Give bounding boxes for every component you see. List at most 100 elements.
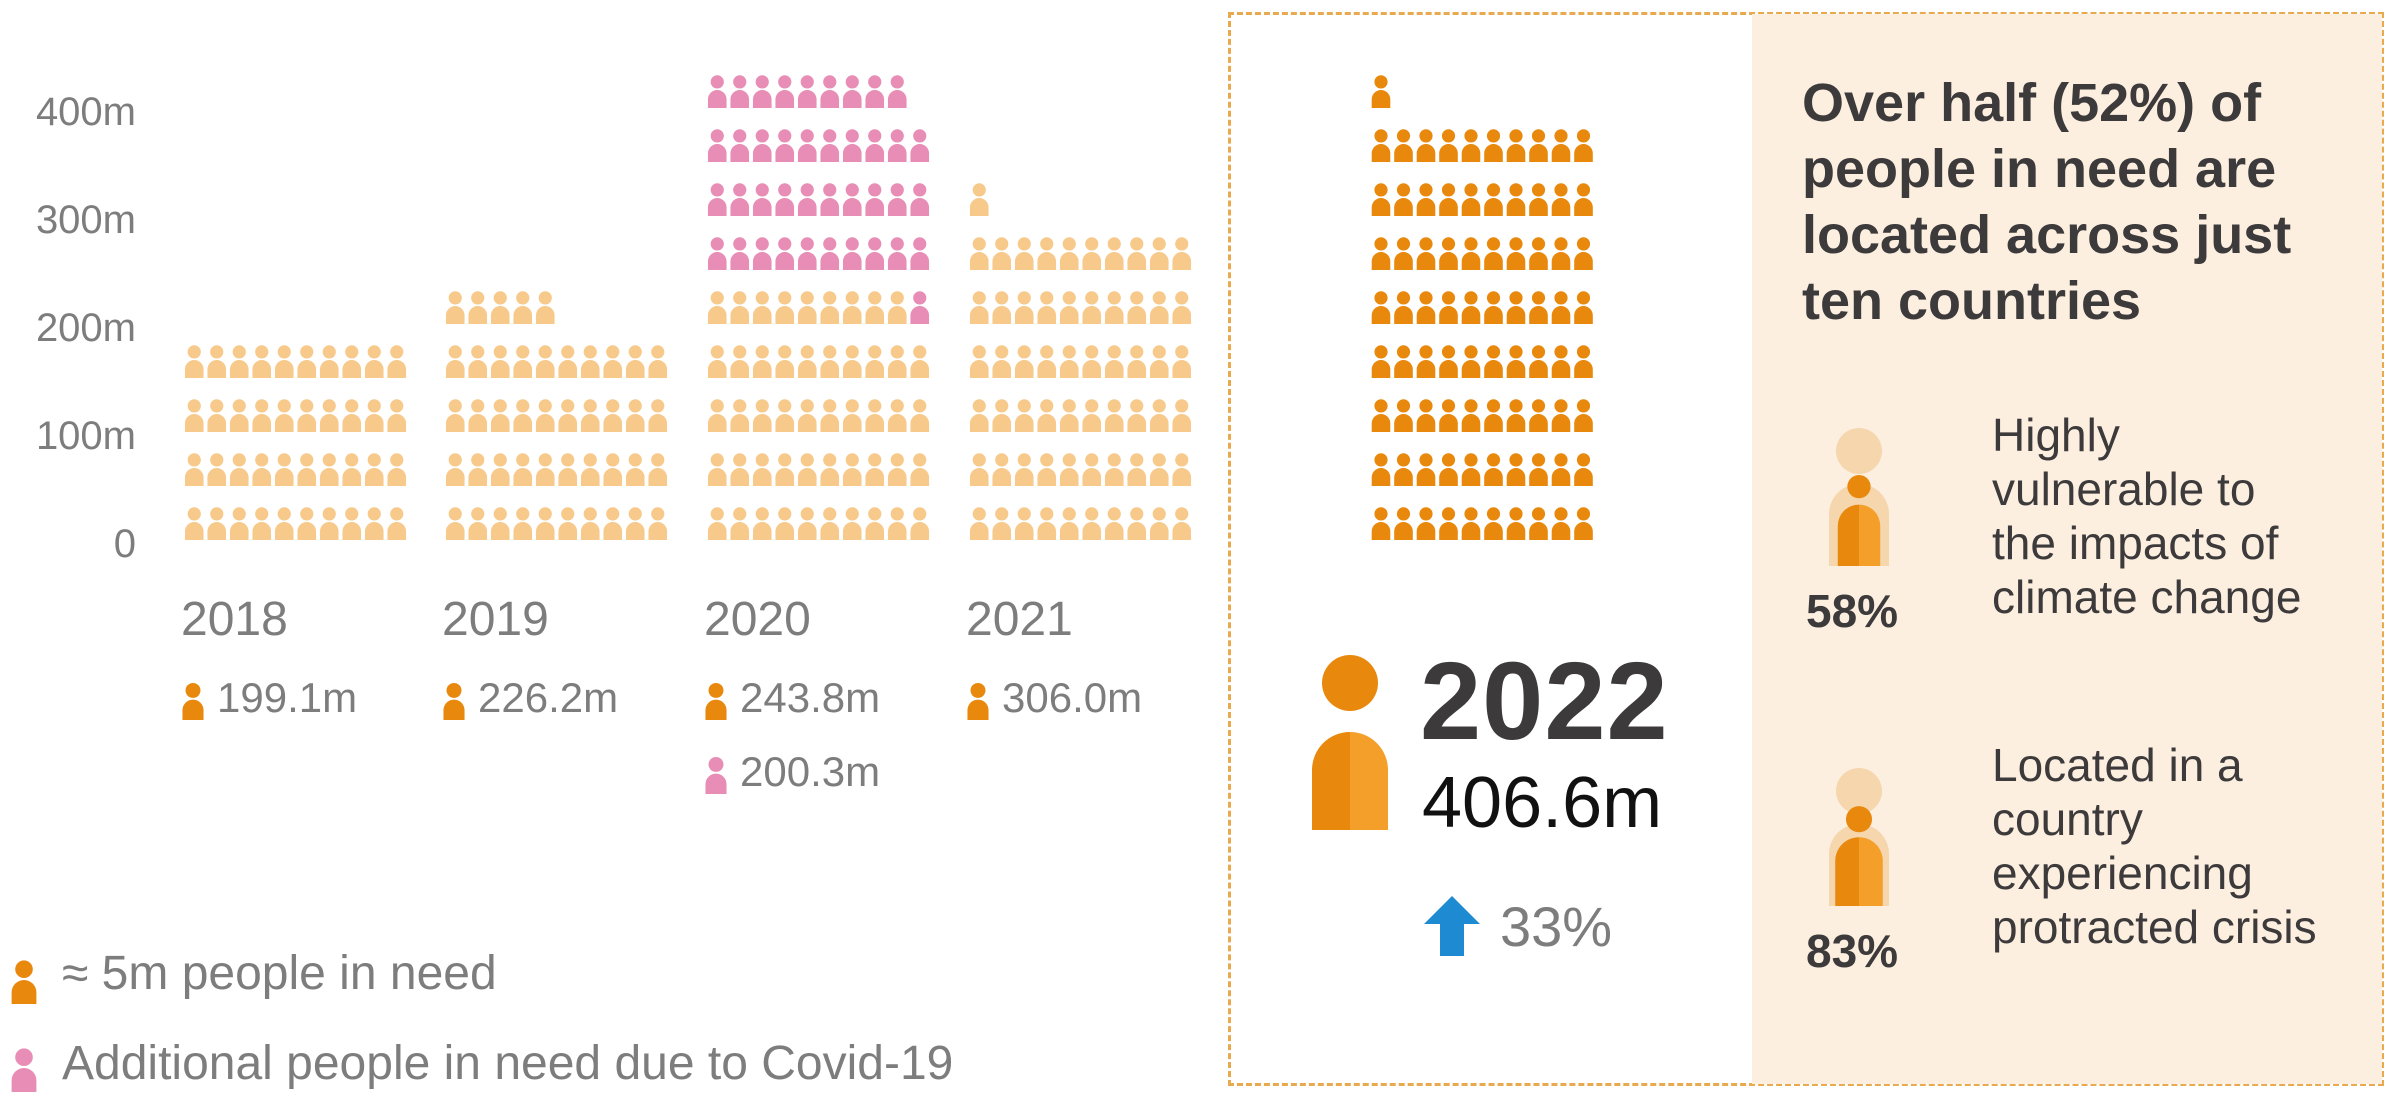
person-icon [648, 399, 668, 432]
person-icon [1059, 291, 1079, 324]
year-column-2018 [184, 345, 407, 540]
covid-person-icon [752, 75, 772, 108]
person-icon [535, 291, 555, 324]
person-icon [342, 453, 362, 486]
y-tick-label: 100m [35, 414, 136, 458]
person-icon [445, 399, 465, 432]
person-icon [1037, 345, 1057, 378]
person-icon [730, 399, 750, 432]
covid-person-icon [842, 75, 862, 108]
person-icon [182, 682, 204, 720]
person-icon [865, 399, 885, 432]
covid-person-icon [797, 237, 817, 270]
person-icon [775, 399, 795, 432]
person-icon [752, 345, 772, 378]
person-icon [842, 399, 862, 432]
person-icon [1104, 399, 1124, 432]
fact-text-climate: Highly vulnerable to the impacts of clim… [1992, 409, 2302, 623]
person-icon [887, 507, 907, 540]
person-icon [387, 345, 407, 378]
year-label-2020: 2020 [704, 593, 811, 646]
covid-person-icon [910, 237, 930, 270]
person-icon [705, 682, 727, 720]
person-icon [1104, 291, 1124, 324]
person-icon [842, 453, 862, 486]
person-icon [603, 507, 623, 540]
person-icon [297, 507, 317, 540]
covid-person-icon [865, 129, 885, 162]
person-icon [797, 399, 817, 432]
person-icon [887, 345, 907, 378]
person-icon [468, 399, 488, 432]
person-icon [342, 345, 362, 378]
person-icon [364, 399, 384, 432]
person-icon [1037, 453, 1057, 486]
person-icon [1014, 399, 1034, 432]
person-icon [1172, 507, 1192, 540]
person-icon [992, 507, 1012, 540]
person-icon [535, 507, 555, 540]
person-icon [1082, 399, 1102, 432]
person-icon [969, 507, 989, 540]
covid-person-icon [752, 129, 772, 162]
person-icon [319, 345, 339, 378]
y-tick-label: 400m [35, 90, 136, 134]
pictograph-chart [11, 75, 1192, 1092]
person-icon [1127, 453, 1147, 486]
person-icon [969, 183, 989, 216]
year-column-2020 [707, 75, 930, 540]
person-icon [775, 453, 795, 486]
person-icon [1037, 507, 1057, 540]
person-icon [865, 507, 885, 540]
person-icon [1127, 507, 1147, 540]
person-icon [992, 345, 1012, 378]
y-tick-label: 200m [35, 306, 136, 350]
person-icon [1127, 399, 1147, 432]
person-icon [490, 399, 510, 432]
person-icon [603, 345, 623, 378]
person-icon [513, 453, 533, 486]
person-icon [274, 345, 294, 378]
legend-label-base: ≈ 5m people in need [62, 947, 497, 1000]
person-icon [342, 399, 362, 432]
person-icon [752, 453, 772, 486]
covid-person-icon [820, 237, 840, 270]
person-icon [364, 453, 384, 486]
person-icon [364, 507, 384, 540]
person-icon [580, 399, 600, 432]
person-icon [1172, 453, 1192, 486]
person-icon [490, 345, 510, 378]
covid-person-icon [752, 183, 772, 216]
person-icon [535, 345, 555, 378]
person-icon [910, 507, 930, 540]
person-icon [229, 399, 249, 432]
person-icon [797, 345, 817, 378]
covid-person-icon [820, 129, 840, 162]
person-icon [229, 507, 249, 540]
person-icon [1104, 237, 1124, 270]
person-icon [490, 291, 510, 324]
covid-person-icon [865, 75, 885, 108]
person-icon [797, 507, 817, 540]
covid-person-icon [910, 291, 930, 324]
person-icon [910, 453, 930, 486]
person-icon [625, 399, 645, 432]
person-icon [558, 507, 578, 540]
person-icon [603, 453, 623, 486]
covid-person-icon [775, 183, 795, 216]
person-icon [229, 345, 249, 378]
year-label-2018: 2018 [181, 593, 288, 646]
person-icon [535, 399, 555, 432]
person-icon [797, 291, 817, 324]
person-icon [184, 345, 204, 378]
person-icon [252, 345, 272, 378]
year-label-2019: 2019 [442, 593, 549, 646]
person-icon [1172, 291, 1192, 324]
person-icon [274, 453, 294, 486]
person-icon [1127, 345, 1147, 378]
person-icon [730, 345, 750, 378]
person-icon [1172, 399, 1192, 432]
person-icon [1037, 237, 1057, 270]
person-icon [1082, 453, 1102, 486]
